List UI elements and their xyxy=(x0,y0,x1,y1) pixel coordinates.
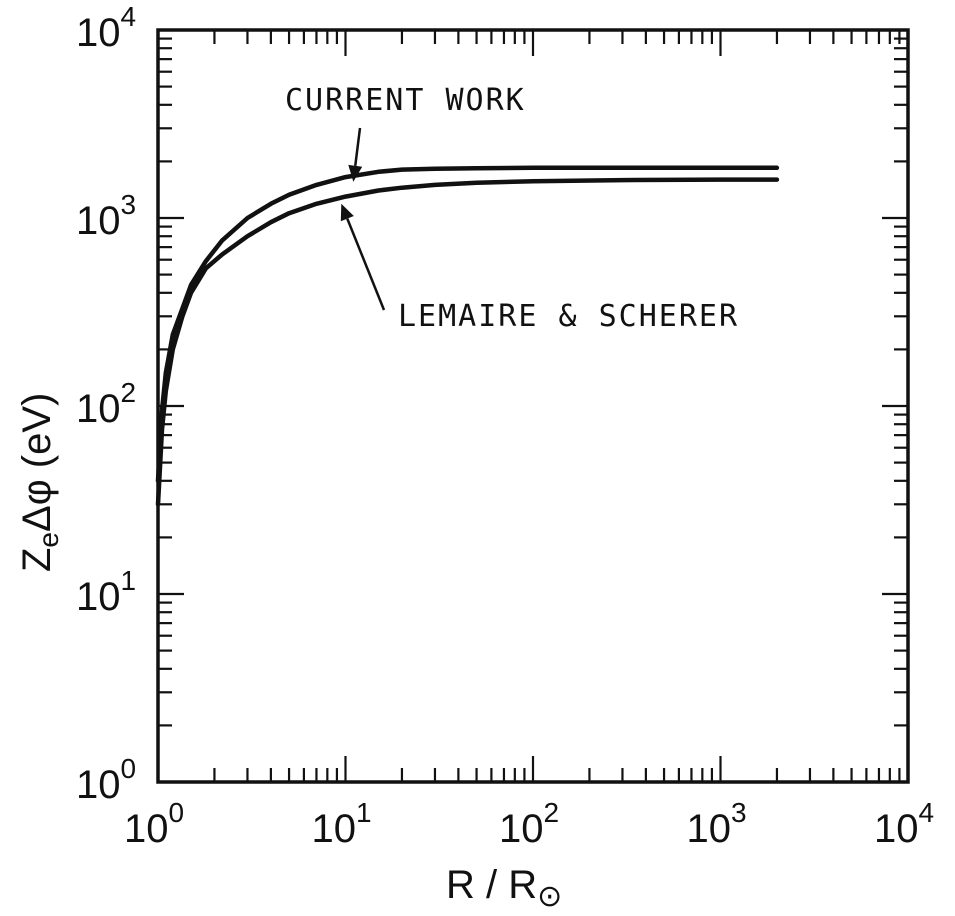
curves xyxy=(155,165,780,507)
axis-ticks xyxy=(158,30,908,782)
arrowhead-lemaire-scherer xyxy=(340,203,354,222)
x-tick-label: 102 xyxy=(499,797,559,851)
x-tick-labels: 100 101 102 103 104 xyxy=(124,797,934,851)
x-tick-label: 100 xyxy=(124,797,184,851)
annotation-arrow-lemaire-scherer xyxy=(346,218,386,311)
series-line-current-work xyxy=(155,165,780,484)
y-tick-label: 100 xyxy=(76,753,136,807)
x-tick-label: 104 xyxy=(874,797,934,851)
y-tick-label: 101 xyxy=(76,565,136,619)
annotation-arrow-current-work xyxy=(354,127,362,166)
plot-frame xyxy=(156,28,910,784)
y-tick-label: 104 xyxy=(76,1,136,55)
y-tick-labels: 100 101 102 103 104 xyxy=(76,1,136,807)
series-line-lemaire-scherer xyxy=(155,177,780,507)
x-tick-label: 101 xyxy=(312,797,372,851)
y-tick-label: 102 xyxy=(76,377,136,431)
x-tick-label: 103 xyxy=(687,797,747,851)
annotation-current-work: CURRENT WORK xyxy=(285,83,526,118)
annotation-lemaire-scherer: LEMAIRE & SCHERER xyxy=(398,299,739,334)
x-axis-title: R / R⊙ xyxy=(446,863,562,913)
y-axis-title: ZeΔφ (eV) xyxy=(15,393,64,572)
y-tick-label: 103 xyxy=(76,189,136,243)
arrowhead-current-work xyxy=(348,164,363,182)
